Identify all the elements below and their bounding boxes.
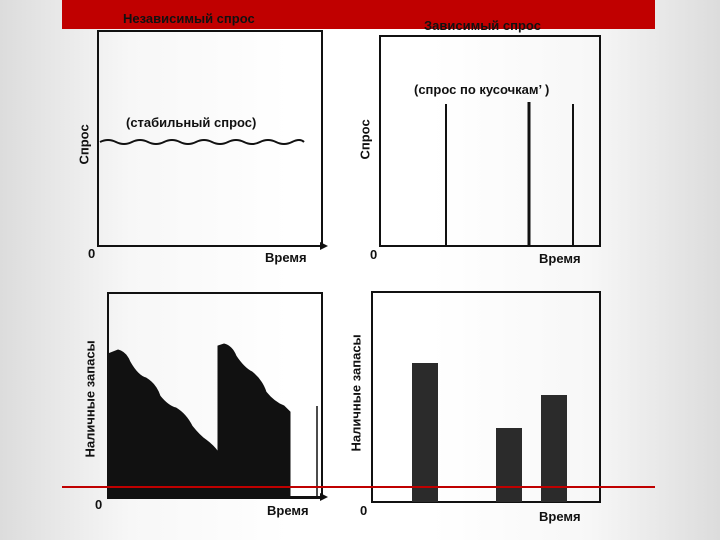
y-axis-label: Спрос xyxy=(76,124,92,165)
panel-inventory-dependent xyxy=(371,291,601,503)
origin-label: 0 xyxy=(360,503,368,518)
stable-demand-line xyxy=(99,139,305,145)
inventory-bar xyxy=(541,395,567,502)
panel-frame xyxy=(371,291,601,503)
x-axis-arrow xyxy=(320,493,328,501)
x-axis-label: Время xyxy=(539,509,581,524)
title-dependent-demand: Зависимый спрос xyxy=(424,18,541,33)
origin-label: 0 xyxy=(370,247,378,262)
x-axis-label: Время xyxy=(265,250,307,265)
panel-inventory-independent xyxy=(107,292,328,501)
panel-independent-demand xyxy=(97,30,328,250)
accent-red-line xyxy=(62,486,655,488)
origin-label: 0 xyxy=(88,246,96,261)
inventory-sawtooth-area xyxy=(107,343,291,498)
y-axis-label: Наличные запасы xyxy=(82,340,98,458)
annotation-stable-demand: (стабильный спрос) xyxy=(126,115,257,130)
x-axis-label: Время xyxy=(267,503,309,518)
panel-frame xyxy=(97,30,323,247)
y-axis-label: Наличные запасы xyxy=(348,334,364,452)
header-bar xyxy=(62,0,655,29)
title-independent-demand: Независимый спрос xyxy=(123,11,255,26)
annotation-lumpy-demand: (спрос по кусочкам’ ) xyxy=(414,82,550,97)
inventory-bar xyxy=(496,428,522,502)
x-axis-label: Время xyxy=(539,251,581,266)
panel-frame xyxy=(379,35,601,247)
panel-dependent-demand xyxy=(379,35,601,247)
y-axis-label: Спрос xyxy=(357,119,373,160)
origin-label: 0 xyxy=(95,497,103,512)
x-axis-arrow xyxy=(320,242,328,250)
inventory-bar xyxy=(412,363,438,502)
